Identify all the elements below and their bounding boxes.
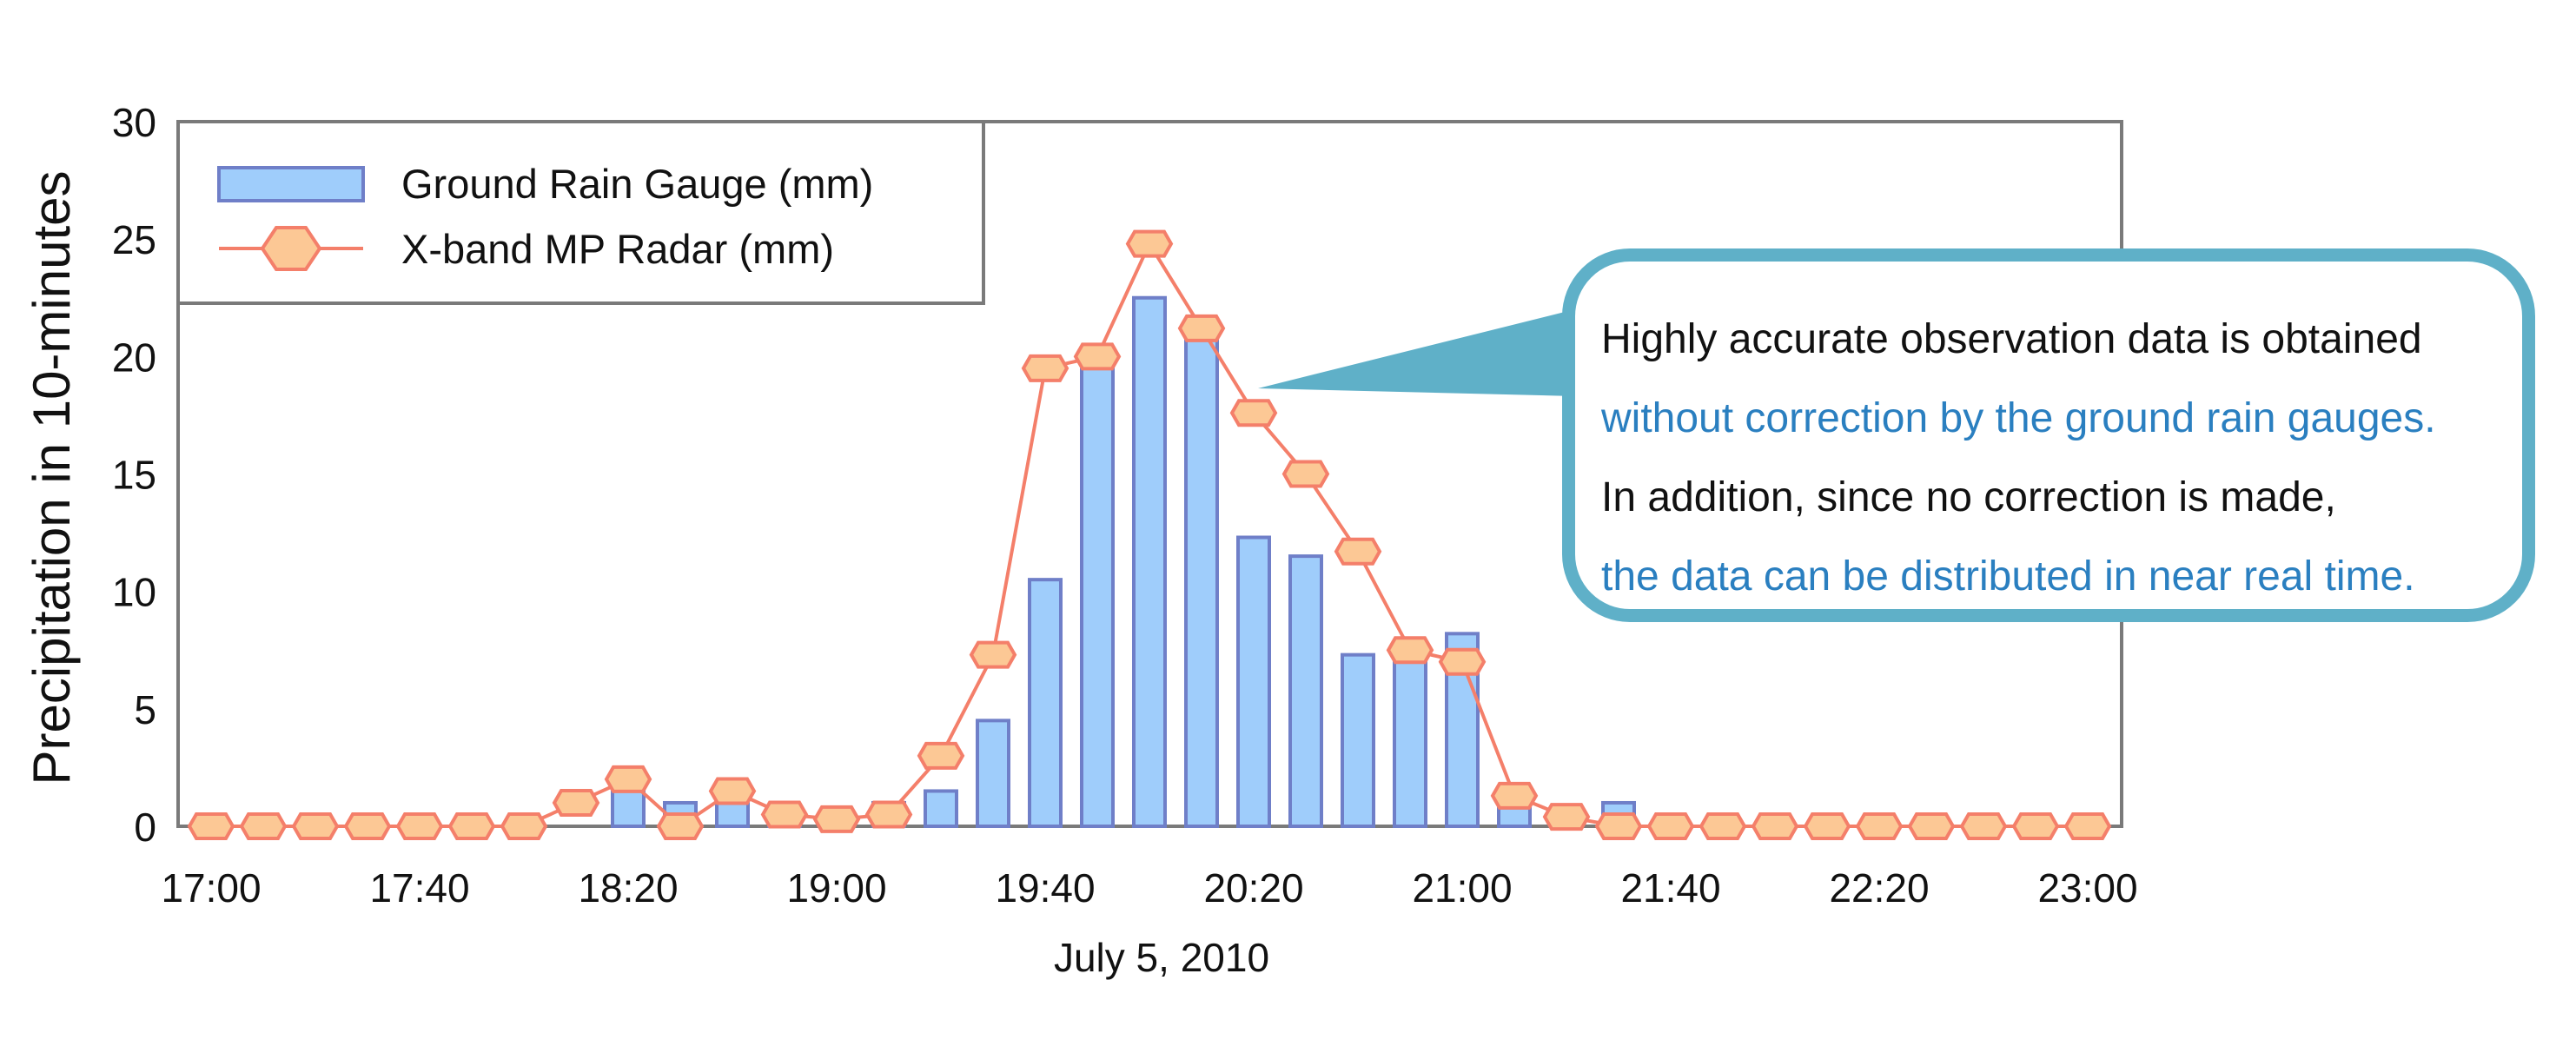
radar-point: [917, 741, 965, 770]
y-axis-ticks: 0 5 10 15 20 25 30: [112, 100, 156, 850]
radar-point: [395, 812, 444, 840]
radar-point: [969, 640, 1017, 669]
x-tick-label: 21:00: [1412, 865, 1512, 911]
radar-point: [1907, 812, 1956, 840]
radar-point: [291, 812, 340, 840]
x-tick-label: 21:40: [1620, 865, 1720, 911]
radar-point: [656, 812, 705, 840]
radar-point: [1490, 781, 1539, 810]
radar-point: [1594, 812, 1643, 840]
y-tick-label: 15: [112, 453, 156, 498]
x-tick-label: 19:40: [995, 865, 1095, 911]
radar-point: [239, 812, 288, 840]
radar-point: [1803, 812, 1851, 840]
radar-point: [1699, 812, 1747, 840]
radar-point: [864, 800, 913, 829]
rain-gauge-bar: [1288, 554, 1323, 828]
x-tick-label: 17:00: [161, 865, 261, 911]
radar-point: [760, 800, 809, 829]
radar-point: [447, 812, 496, 840]
radar-point: [552, 788, 600, 817]
callout-line-4: the data can be distributed in near real…: [1601, 553, 2415, 599]
x-tick-label: 23:00: [2037, 865, 2137, 911]
radar-point: [500, 812, 548, 840]
radar-point: [1021, 354, 1069, 382]
x-axis-label: July 5, 2010: [1054, 935, 1269, 980]
rain-gauge-bar: [1132, 295, 1167, 828]
radar-point: [1542, 803, 1591, 831]
radar-point: [1646, 812, 1695, 840]
callout-box: Highly accurate observation data is obta…: [1562, 248, 2535, 622]
radar-point: [1281, 460, 1330, 488]
x-tick-label: 19:00: [786, 865, 886, 911]
rain-gauge-bar: [1028, 578, 1063, 829]
radar-point: [1073, 342, 1122, 371]
y-tick-label: 0: [134, 805, 156, 850]
y-axis-label: Precipitation in 10-minutes: [23, 170, 81, 785]
callout-line-2: without correction by the ground rain ga…: [1601, 395, 2436, 441]
rain-gauge-bar: [924, 789, 958, 829]
y-tick-label: 5: [134, 687, 156, 732]
callout-line-1: Highly accurate observation data is obta…: [1601, 316, 2422, 362]
radar-line: [187, 229, 2112, 840]
radar-point: [187, 812, 235, 840]
x-tick-label: 20:20: [1203, 865, 1303, 911]
callout-pointer: [1258, 309, 1575, 396]
radar-point: [1386, 636, 1434, 665]
rain-gauge-bar: [1341, 652, 1375, 829]
radar-point: [1855, 812, 1904, 840]
legend-bar-swatch: [217, 166, 365, 202]
radar-point: [1751, 812, 1799, 840]
x-tick-label: 22:20: [1829, 865, 1929, 911]
radar-point: [343, 812, 392, 840]
radar-point: [1438, 647, 1487, 676]
radar-point: [1334, 537, 1382, 566]
rain-gauge-bar: [1393, 652, 1427, 829]
legend-line-label: X-band MP Radar (mm): [401, 226, 834, 272]
callout-line-3: In addition, since no correction is made…: [1601, 474, 2336, 520]
radar-point: [708, 777, 757, 805]
radar-point: [1959, 812, 2008, 840]
x-tick-label: 18:20: [578, 865, 678, 911]
radar-point: [1229, 399, 1278, 427]
y-tick-label: 30: [112, 100, 156, 145]
rain-gauge-bar: [976, 719, 1010, 828]
rain-gauge-bar: [1080, 366, 1115, 829]
radar-point: [812, 805, 861, 833]
rain-gauge-bar: [1236, 535, 1271, 828]
radar-point: [604, 765, 652, 793]
x-axis-ticks: 17:00 17:40 18:20 19:00 19:40 20:20 21:00 21:40…: [161, 865, 2137, 911]
legend-marker: [260, 226, 322, 271]
rain-gauge-bar: [1184, 319, 1219, 828]
radar-point: [1177, 314, 1226, 342]
x-tick-label: 17:40: [369, 865, 469, 911]
radar-point: [1125, 229, 1174, 258]
y-tick-label: 25: [112, 217, 156, 262]
legend-bar-label: Ground Rain Gauge (mm): [401, 161, 873, 207]
radar-point: [2063, 812, 2112, 840]
radar-point: [2011, 812, 2060, 840]
legend: Ground Rain Gauge (mm) X-band MP Radar (…: [176, 120, 985, 305]
legend-box: [176, 120, 985, 305]
y-tick-label: 20: [112, 335, 156, 380]
y-tick-label: 10: [112, 570, 156, 615]
